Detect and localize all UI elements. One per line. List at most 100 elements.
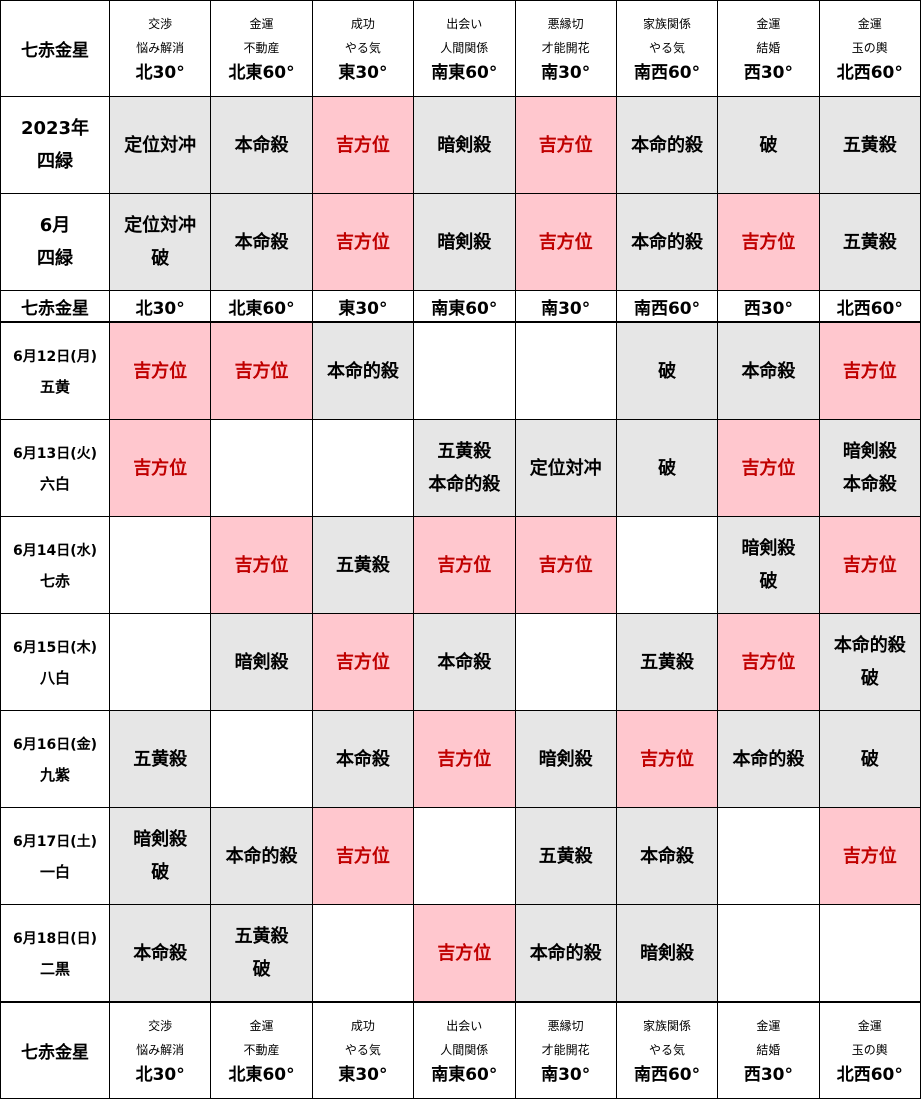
cell-text: 本命殺 [133, 942, 188, 964]
direction-cell: 暗剣殺 [413, 193, 516, 291]
cell-text: 吉方位 [640, 748, 695, 770]
cell-text: 暗剣殺 [437, 134, 492, 156]
day-label: 6月12日(月) 五黄 [0, 321, 110, 420]
cell-text: 定位対冲 [529, 457, 602, 479]
direction-angle: 北東60° [210, 290, 313, 323]
direction-meaning: 金運 [756, 16, 781, 31]
direction-meaning: 金運 [857, 1018, 882, 1033]
cell-text: 暗剣殺 [234, 651, 289, 673]
cell-text: 破 [658, 457, 677, 479]
direction-cell: 暗剣殺 [615, 904, 719, 1003]
direction-cell: 五黄殺 [818, 193, 922, 291]
cell-text: 破 [759, 134, 778, 156]
direction-cell: 定位対冲 [514, 419, 617, 517]
direction-angle: 西30° [717, 290, 820, 323]
lucky-direction-cell: 吉方位 [413, 710, 516, 808]
cell-text: 吉方位 [538, 231, 593, 253]
direction-angle: 南西60° [633, 62, 701, 83]
direction-subheader-row: 七赤金星 北30° 北東60° 東30° 南東60° 南30° 南西60° 西30° 北西60° [0, 290, 922, 323]
lucky-direction-cell: 吉方位 [514, 96, 617, 194]
cell-text: 暗剣殺 [133, 829, 188, 850]
direction-meaning: 出会い [446, 1018, 483, 1033]
direction-meaning: 結婚 [756, 1042, 781, 1057]
direction-cell: 本命的殺 [210, 807, 313, 905]
direction-cell: 本命殺 [210, 96, 313, 194]
cell-text: 破 [860, 668, 879, 689]
cell-text: 本命的殺 [631, 134, 704, 156]
cell-text: 破 [151, 248, 170, 269]
period-label-line: 四緑 [37, 151, 73, 172]
direction-cell: 本命殺 [717, 321, 820, 420]
period-label-line: 2023年 [20, 118, 90, 139]
date-text: 6月17日(土) [12, 834, 98, 850]
direction-angle: 東30° [311, 290, 415, 323]
cell-text: 破 [658, 360, 677, 382]
cell-text: 定位対冲 [124, 134, 197, 156]
cell-text: 吉方位 [335, 845, 390, 867]
direction-cell: 暗剣殺 [210, 613, 313, 711]
direction-meaning: 悪縁切 [547, 1018, 584, 1033]
period-label-line: 6月 [39, 215, 71, 236]
direction-angle: 南西60° [633, 1064, 701, 1085]
cell-text: 本命殺 [842, 474, 897, 495]
direction-meaning: 出会い [446, 16, 483, 31]
day-star: 六白 [39, 475, 70, 493]
direction-meaning: やる気 [649, 40, 686, 55]
direction-cell: 定位対冲破 [108, 193, 212, 291]
direction-cell [311, 419, 415, 517]
cell-text: 吉方位 [437, 748, 492, 770]
direction-cell [108, 613, 212, 711]
direction-header: 金運 玉の輿 北西60° [818, 0, 922, 97]
direction-meaning: 成功 [350, 1018, 375, 1033]
cell-text: 本命的殺 [225, 845, 298, 867]
day-label: 6月17日(土) 一白 [0, 807, 110, 905]
direction-cell [717, 904, 820, 1003]
direction-angle: 西30° [743, 1064, 794, 1085]
direction-header: 金運 結婚 西30° [717, 1001, 820, 1099]
cell-text: 五黄殺 [133, 748, 188, 770]
cell-text: 本命的殺 [833, 635, 906, 656]
direction-cell [210, 419, 313, 517]
cell-text: 吉方位 [133, 457, 188, 479]
direction-angle: 北東60° [228, 62, 295, 83]
direction-meaning: 金運 [249, 16, 274, 31]
direction-cell: 破 [615, 419, 719, 517]
direction-cell [311, 904, 415, 1003]
direction-header: 出会い 人間関係 南東60° [413, 1001, 516, 1099]
cell-text: 五黄殺 [234, 926, 289, 947]
cell-text: 本命的殺 [529, 942, 602, 964]
date-text: 6月16日(金) [12, 737, 98, 753]
cell-text: 五黄殺 [437, 441, 492, 462]
day-row: 6月12日(月) 五黄 吉方位 吉方位 本命的殺 破 本命殺 吉方位 [0, 321, 922, 420]
cell-text: 暗剣殺 [538, 748, 593, 770]
cell-text: 吉方位 [437, 554, 492, 576]
lucky-direction-cell: 吉方位 [108, 321, 212, 420]
direction-cell: 本命的殺 [615, 96, 719, 194]
cell-text: 吉方位 [741, 457, 796, 479]
day-star: 八白 [39, 669, 70, 687]
direction-angle: 南30° [541, 62, 591, 83]
direction-cell: 破 [818, 710, 922, 808]
cell-text: 五黄殺 [640, 651, 695, 673]
direction-header: 金運 結婚 西30° [717, 0, 820, 97]
direction-cell: 暗剣殺破 [108, 807, 212, 905]
direction-meaning: 悩み解消 [136, 40, 185, 55]
direction-meaning: 金運 [249, 1018, 274, 1033]
header-row: 七赤金星 交渉 悩み解消 北30° 金運 不動産 北東60° 成功 やる気 東30° 出会い 人間関係… [0, 0, 922, 97]
direction-cell: 本命的殺 [717, 710, 820, 808]
cell-text: 吉方位 [741, 231, 796, 253]
direction-meaning: 悩み解消 [136, 1042, 185, 1057]
cell-text: 本命的殺 [428, 474, 501, 495]
cell-text: 吉方位 [234, 360, 289, 382]
cell-text: 五黄殺 [842, 134, 897, 156]
cell-text: 吉方位 [842, 360, 897, 382]
cell-text: 破 [759, 571, 778, 592]
direction-cell: 本命殺 [615, 807, 719, 905]
direction-meaning: 交渉 [148, 1018, 173, 1033]
direction-cell: 本命殺 [311, 710, 415, 808]
direction-meaning: 人間関係 [440, 1042, 489, 1057]
direction-cell: 定位対冲 [108, 96, 212, 194]
period-row: 2023年 四緑 定位対冲 本命殺 吉方位 暗剣殺 吉方位 本命的殺破五黄殺 [0, 96, 922, 194]
direction-angle: 南東60° [413, 290, 516, 323]
direction-cell: 五黄殺 [514, 807, 617, 905]
